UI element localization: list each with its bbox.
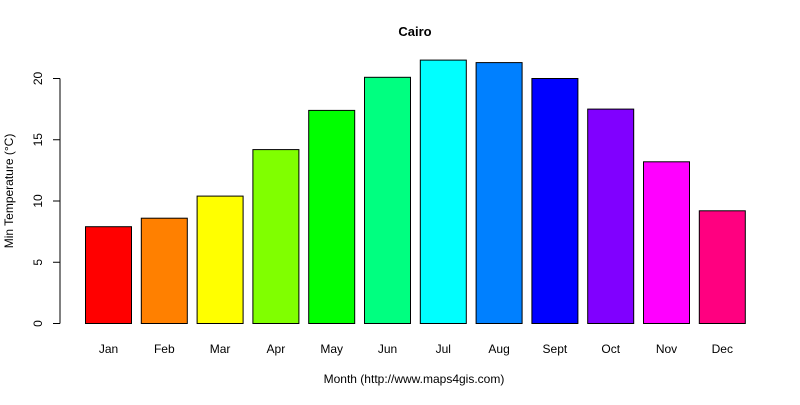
x-tick-label: Dec: [712, 342, 733, 356]
x-tick-label: Jun: [378, 342, 397, 356]
x-tick-labels: Jan Feb Mar Apr May Jun Jul Aug Sept Oct Nov Dec: [99, 342, 733, 356]
bar-jul: [419, 59, 467, 324]
x-tick-label: May: [320, 342, 343, 356]
bar-dec: [698, 210, 746, 324]
bar-nov: [643, 161, 690, 324]
y-tick-label: 10: [31, 194, 45, 208]
y-tick-label: 5: [31, 259, 45, 266]
y-tick-label: 0: [31, 320, 45, 327]
y-tick-label: 15: [31, 133, 45, 147]
bar-may: [308, 109, 356, 325]
x-tick-label: Aug: [488, 342, 509, 356]
y-tick-label: 20: [31, 72, 45, 86]
y-axis: 0 5 10 15 20: [31, 72, 61, 327]
bar-apr: [252, 149, 300, 324]
x-tick-label: Oct: [601, 342, 620, 356]
chart-title: Cairo: [398, 24, 431, 39]
y-axis-label: Min Temperature (°C): [2, 134, 16, 249]
x-tick-label: Nov: [656, 342, 677, 356]
bar-feb: [140, 217, 188, 324]
x-tick-label: Feb: [154, 342, 175, 356]
bar-sept: [531, 78, 579, 324]
bar-jan: [85, 226, 132, 324]
x-tick-label: Apr: [267, 342, 286, 356]
bar-mar: [196, 195, 244, 325]
bars-group: [85, 59, 746, 325]
x-tick-label: Jan: [99, 342, 118, 356]
x-tick-label: Sept: [543, 342, 568, 356]
x-tick-label: Mar: [210, 342, 231, 356]
bar-aug: [475, 62, 523, 324]
bar-jun: [364, 76, 411, 324]
x-axis-label: Month (http://www.maps4gis.com): [324, 372, 505, 386]
bar-oct: [587, 108, 635, 324]
x-tick-label: Jul: [436, 342, 451, 356]
